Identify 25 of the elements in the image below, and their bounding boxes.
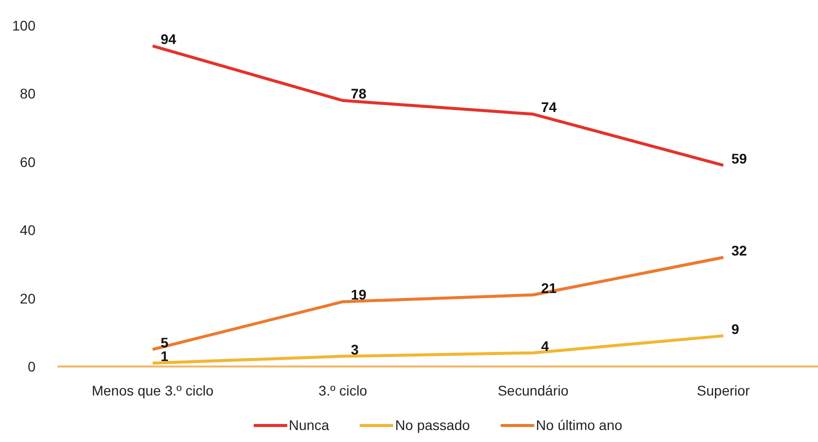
legend-label: No passado (395, 417, 470, 433)
y-tick-label: 100 (12, 18, 36, 34)
data-label: 74 (541, 99, 557, 116)
data-label: 4 (541, 338, 550, 354)
y-tick-label: 40 (20, 222, 36, 238)
y-tick-label: 60 (20, 154, 36, 170)
x-tick-label: 3.º ciclo (318, 382, 368, 398)
data-label: 3 (350, 341, 359, 358)
y-tick-label: 80 (20, 86, 36, 102)
legend-label: No último ano (536, 417, 622, 433)
data-label: 9 (731, 320, 740, 337)
line-series (151, 44, 725, 167)
line-series (151, 334, 725, 365)
x-tick-label: Superior (696, 382, 750, 398)
data-label: 19 (350, 286, 367, 303)
y-tick-label: 20 (20, 290, 36, 306)
data-label: 1 (160, 348, 169, 364)
x-tick-label: Secundário (498, 382, 569, 398)
data-label: 94 (160, 30, 176, 47)
x-tick-label: Menos que 3.º ciclo (92, 382, 214, 398)
legend-label: Nunca (288, 417, 330, 433)
y-tick-label: 0 (28, 358, 36, 374)
data-label: 78 (350, 86, 367, 102)
data-label: 59 (731, 150, 748, 166)
data-label: 32 (731, 242, 748, 258)
